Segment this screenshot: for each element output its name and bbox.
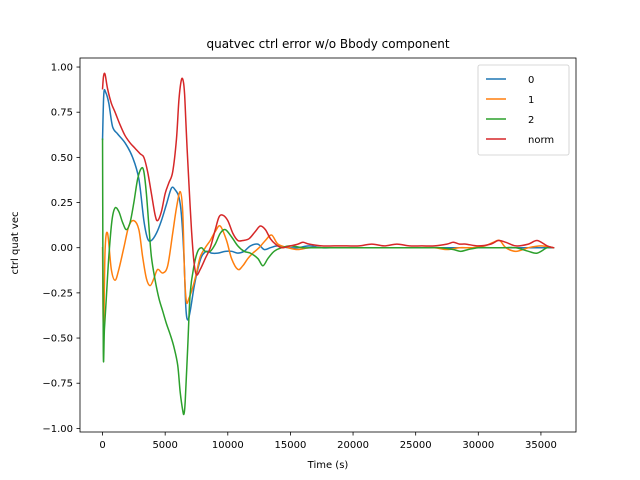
y-tick-label: 0.75 xyxy=(51,108,73,119)
x-axis-label: Time (s) xyxy=(307,460,349,471)
y-tick-label: −0.50 xyxy=(42,334,73,345)
y-tick-label: 1.00 xyxy=(51,63,73,74)
y-tick-label: −1.00 xyxy=(42,424,73,435)
axes: 0 5000 10000 15000 20000 25000 30000 35000 −1.00… xyxy=(42,57,577,451)
y-tick-label: −0.75 xyxy=(42,379,73,390)
x-tick-label: 15000 xyxy=(275,440,307,451)
series-group xyxy=(101,72,555,416)
legend-label-1: 1 xyxy=(528,95,534,106)
series-line-2 xyxy=(101,138,555,416)
chart-title: quatvec ctrl error w/o Bbody component xyxy=(206,37,449,51)
legend-box xyxy=(477,64,570,156)
x-tick-label: 20000 xyxy=(337,440,369,451)
legend-label-2: 2 xyxy=(528,115,534,126)
plot-area xyxy=(101,72,555,416)
legend: 0 1 2 norm xyxy=(477,64,570,156)
x-tick-label: 35000 xyxy=(525,440,557,451)
y-axis-label: ctrl quat vec xyxy=(10,212,21,275)
x-tick-label: 25000 xyxy=(400,440,432,451)
y-tick-label: 0.00 xyxy=(51,243,73,254)
x-tick-label: 5000 xyxy=(152,440,177,451)
x-tick-label: 0 xyxy=(99,440,105,451)
series-line-norm xyxy=(101,72,555,276)
y-tick-label: 0.25 xyxy=(51,198,73,209)
y-tick-label: −0.25 xyxy=(42,288,73,299)
x-tick-label: 30000 xyxy=(462,440,494,451)
legend-label-norm: norm xyxy=(528,135,554,146)
plot-frame xyxy=(79,57,577,433)
x-tick-label: 10000 xyxy=(212,440,244,451)
legend-label-0: 0 xyxy=(528,75,534,86)
y-tick-label: 0.50 xyxy=(51,153,73,164)
